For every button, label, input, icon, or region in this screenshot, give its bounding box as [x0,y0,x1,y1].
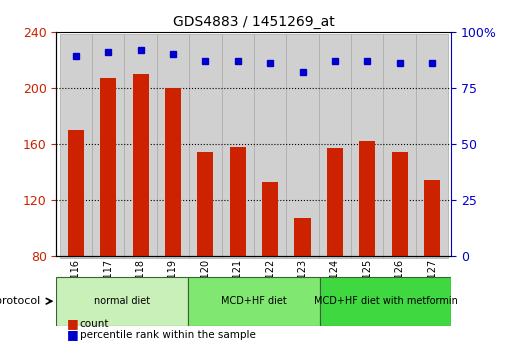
FancyBboxPatch shape [222,34,254,258]
Bar [68,130,84,354]
FancyBboxPatch shape [319,34,351,258]
FancyBboxPatch shape [188,277,320,326]
Bar [424,180,440,354]
Bar [294,218,310,354]
FancyBboxPatch shape [189,34,222,258]
Bar [230,147,246,354]
FancyBboxPatch shape [254,34,286,258]
FancyBboxPatch shape [157,34,189,258]
FancyBboxPatch shape [56,277,188,326]
FancyBboxPatch shape [416,34,448,258]
Bar [359,141,376,354]
Text: normal diet: normal diet [94,296,150,306]
Bar [327,148,343,354]
Text: ■: ■ [67,318,78,330]
Bar [262,182,278,354]
Title: GDS4883 / 1451269_at: GDS4883 / 1451269_at [173,16,335,29]
FancyBboxPatch shape [351,34,383,258]
FancyBboxPatch shape [125,34,157,258]
Text: MCD+HF diet: MCD+HF diet [221,296,287,306]
Text: ■: ■ [67,328,78,341]
Bar [132,74,149,354]
FancyBboxPatch shape [92,34,125,258]
Bar [100,78,116,354]
FancyBboxPatch shape [60,34,92,258]
Text: protocol: protocol [0,296,40,306]
FancyBboxPatch shape [320,277,451,326]
FancyBboxPatch shape [286,34,319,258]
Text: percentile rank within the sample: percentile rank within the sample [80,330,255,340]
Bar [165,88,181,354]
Bar [198,152,213,354]
FancyBboxPatch shape [383,34,416,258]
Text: count: count [80,319,109,330]
Bar [391,152,408,354]
Text: MCD+HF diet with metformin: MCD+HF diet with metformin [313,296,458,306]
